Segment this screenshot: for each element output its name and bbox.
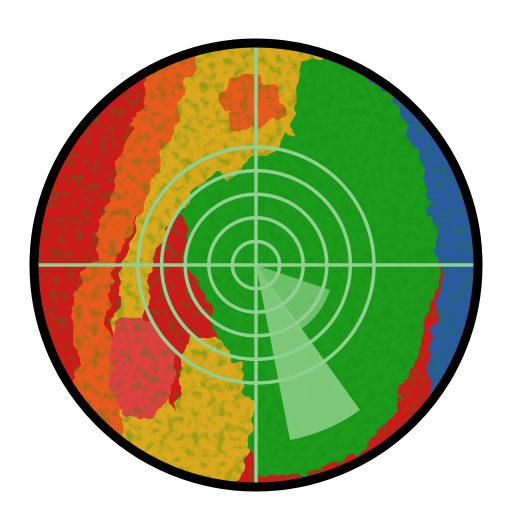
sweep-wedge — [256, 265, 360, 440]
range-grid — [36, 45, 476, 485]
radar-border — [29, 38, 483, 492]
